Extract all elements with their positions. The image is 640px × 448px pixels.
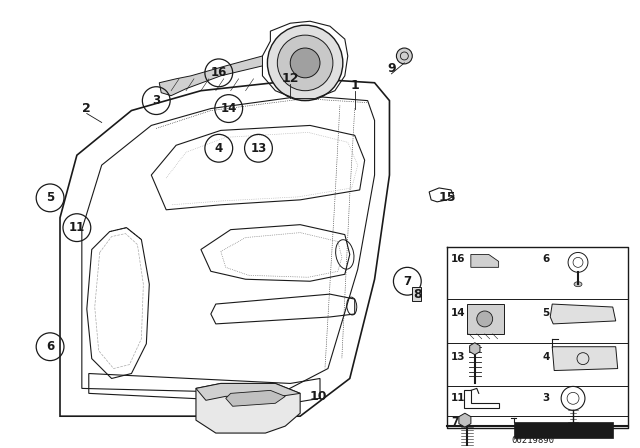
Ellipse shape [574, 282, 582, 287]
Text: 8: 8 [413, 288, 422, 301]
Circle shape [477, 311, 493, 327]
Text: 7: 7 [403, 275, 412, 288]
Polygon shape [470, 343, 480, 355]
Text: 1: 1 [350, 79, 359, 92]
Text: 15: 15 [438, 191, 456, 204]
Polygon shape [159, 56, 262, 96]
Text: 16: 16 [211, 66, 227, 79]
Polygon shape [196, 383, 300, 401]
Polygon shape [196, 383, 300, 433]
Text: 14: 14 [221, 102, 237, 115]
Text: 13: 13 [451, 352, 465, 362]
Polygon shape [226, 390, 285, 406]
Text: 13: 13 [250, 142, 267, 155]
Circle shape [396, 48, 412, 64]
Text: 12: 12 [282, 72, 299, 85]
Text: 4: 4 [542, 352, 550, 362]
Polygon shape [471, 254, 499, 267]
Polygon shape [552, 347, 618, 370]
Text: 3: 3 [152, 94, 161, 107]
Text: 16: 16 [451, 254, 465, 264]
Circle shape [268, 25, 343, 101]
Text: 2: 2 [83, 102, 91, 115]
Text: 5: 5 [46, 191, 54, 204]
Polygon shape [550, 304, 616, 324]
Text: 4: 4 [214, 142, 223, 155]
Text: 9: 9 [387, 62, 396, 75]
Circle shape [277, 35, 333, 90]
Polygon shape [513, 422, 612, 438]
Text: 14: 14 [451, 308, 466, 318]
Text: 6: 6 [46, 340, 54, 353]
Text: 11: 11 [451, 393, 465, 403]
Text: 10: 10 [309, 390, 327, 403]
Text: 00219890: 00219890 [512, 436, 555, 445]
Polygon shape [459, 413, 471, 427]
Text: 7: 7 [451, 417, 458, 427]
Circle shape [290, 48, 320, 78]
Text: 6: 6 [542, 254, 550, 264]
Text: 3: 3 [542, 393, 550, 403]
Text: 5: 5 [542, 308, 550, 318]
Text: 11: 11 [68, 221, 85, 234]
Polygon shape [467, 304, 504, 334]
Polygon shape [412, 287, 421, 301]
